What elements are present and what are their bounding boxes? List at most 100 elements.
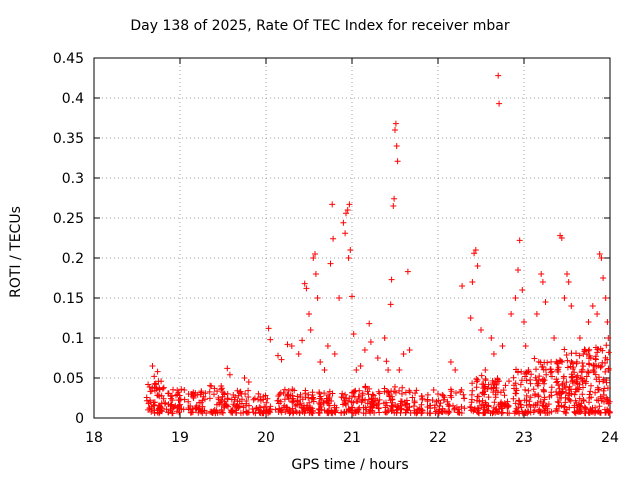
data-point bbox=[523, 377, 530, 384]
data-point bbox=[517, 381, 524, 388]
data-point bbox=[265, 408, 272, 415]
data-point bbox=[478, 402, 485, 409]
x-tick-label: 20 bbox=[257, 430, 275, 446]
data-point bbox=[580, 351, 587, 357]
chart-title: Day 138 of 2025, Rate Of TEC Index for r… bbox=[130, 18, 510, 34]
data-point bbox=[592, 407, 599, 414]
data-point bbox=[399, 398, 405, 405]
data-point bbox=[491, 399, 498, 406]
data-point bbox=[312, 251, 318, 257]
data-point bbox=[292, 408, 299, 414]
data-point bbox=[482, 399, 489, 406]
data-point bbox=[527, 404, 534, 410]
data-point bbox=[535, 393, 542, 400]
data-point bbox=[386, 393, 393, 400]
data-point bbox=[530, 386, 537, 393]
data-point bbox=[396, 367, 403, 373]
data-point bbox=[498, 410, 505, 417]
data-point bbox=[151, 407, 158, 414]
data-point bbox=[149, 363, 156, 369]
data-point bbox=[198, 389, 205, 396]
data-point bbox=[547, 369, 554, 376]
data-point bbox=[595, 362, 602, 369]
data-point bbox=[350, 331, 357, 337]
data-point bbox=[538, 271, 545, 277]
data-point bbox=[355, 409, 362, 416]
data-point bbox=[447, 359, 454, 365]
data-point bbox=[600, 275, 607, 281]
data-point bbox=[573, 350, 579, 357]
data-point bbox=[478, 327, 484, 333]
data-point bbox=[475, 393, 482, 400]
data-point bbox=[594, 311, 601, 317]
data-point bbox=[534, 380, 541, 387]
data-point bbox=[383, 358, 390, 365]
data-point bbox=[525, 387, 532, 394]
data-point bbox=[203, 410, 210, 417]
data-point bbox=[243, 400, 250, 407]
data-point bbox=[362, 384, 369, 391]
data-point bbox=[471, 405, 478, 412]
data-point bbox=[560, 375, 567, 382]
data-point bbox=[181, 387, 188, 393]
data-point bbox=[584, 368, 591, 375]
data-point bbox=[603, 379, 610, 386]
data-point bbox=[295, 351, 302, 357]
data-point bbox=[537, 409, 544, 416]
data-point bbox=[243, 408, 249, 415]
data-point bbox=[245, 387, 252, 394]
data-point bbox=[199, 397, 206, 404]
data-point bbox=[348, 399, 355, 405]
data-point bbox=[554, 398, 561, 405]
y-tick-label: 0.1 bbox=[62, 331, 84, 347]
data-point bbox=[351, 394, 358, 400]
data-point bbox=[482, 367, 489, 373]
y-tick-label: 0 bbox=[75, 411, 84, 427]
y-tick-label: 0.3 bbox=[62, 171, 84, 187]
data-point bbox=[406, 387, 413, 394]
data-point bbox=[540, 386, 547, 393]
data-point bbox=[596, 374, 602, 381]
data-point bbox=[536, 406, 543, 413]
data-point bbox=[587, 354, 594, 361]
data-point bbox=[325, 392, 332, 398]
data-point bbox=[297, 391, 304, 398]
data-point bbox=[553, 376, 560, 383]
data-point bbox=[409, 394, 416, 401]
data-point bbox=[510, 395, 517, 402]
data-point bbox=[145, 381, 152, 388]
data-point bbox=[576, 408, 583, 415]
data-point bbox=[490, 389, 497, 396]
data-point bbox=[200, 393, 207, 400]
data-point bbox=[249, 406, 256, 412]
data-point bbox=[143, 394, 150, 401]
data-point bbox=[501, 392, 508, 399]
y-tick-label: 0.2 bbox=[62, 251, 84, 267]
data-point bbox=[585, 347, 592, 354]
data-point bbox=[342, 397, 349, 404]
data-point bbox=[586, 399, 592, 406]
data-point bbox=[580, 397, 587, 403]
data-point bbox=[178, 386, 185, 393]
data-point bbox=[581, 348, 588, 355]
x-tick-label: 24 bbox=[601, 430, 619, 446]
data-point bbox=[528, 371, 535, 378]
data-point bbox=[602, 295, 609, 301]
data-point bbox=[343, 402, 349, 408]
data-point bbox=[255, 390, 262, 397]
data-point bbox=[585, 360, 592, 367]
data-point bbox=[385, 367, 392, 373]
data-point bbox=[488, 385, 495, 391]
data-point bbox=[156, 406, 163, 413]
data-point bbox=[390, 203, 397, 209]
data-point bbox=[441, 394, 448, 401]
data-point bbox=[321, 367, 328, 373]
data-point bbox=[571, 409, 578, 416]
data-point bbox=[190, 392, 197, 399]
data-point bbox=[154, 368, 161, 375]
data-point bbox=[362, 410, 369, 417]
data-point bbox=[192, 405, 199, 412]
data-point bbox=[307, 327, 314, 333]
data-point bbox=[343, 210, 349, 217]
data-point bbox=[375, 400, 382, 407]
